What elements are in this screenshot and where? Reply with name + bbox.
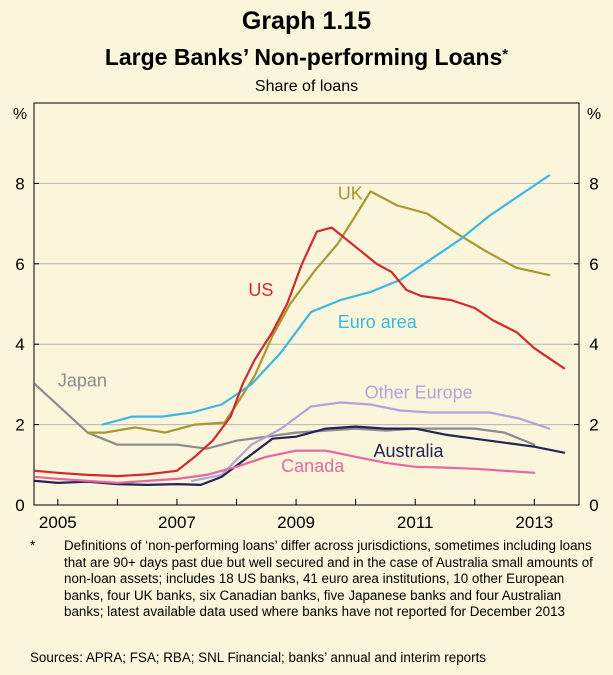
x-tick-label-2005: 2005	[39, 513, 77, 532]
series-line-japan	[34, 383, 536, 450]
footnote-text: Definitions of ‘non-performing loans’ di…	[64, 538, 593, 619]
y-unit-right: %	[587, 106, 601, 123]
graph-number: Graph 1.15	[241, 7, 372, 35]
series-line-canada	[34, 449, 536, 484]
series-label-japan: Japan	[58, 370, 107, 390]
y-tick-label-left-2: 2	[15, 416, 24, 435]
y-tick-label-right-0: 0	[589, 496, 598, 515]
x-tick-label-2007: 2007	[158, 513, 196, 532]
y-tick-label-left-0: 0	[15, 496, 24, 515]
series-label-uk: UK	[338, 183, 363, 203]
gridlines	[34, 182, 579, 426]
chart-title: Large Banks’ Non-performing Loans*	[0, 43, 613, 71]
y-tick-label-left-6: 6	[15, 255, 24, 274]
chart-title-text: Large Banks’ Non-performing Loans	[104, 44, 503, 70]
series-lines	[34, 174, 566, 486]
series-line-us	[34, 226, 566, 478]
series-line-australia	[34, 425, 566, 486]
footnote-mark: *	[30, 538, 36, 553]
series-label-other-europe: Other Europe	[365, 382, 473, 402]
axis-ticks	[34, 102, 579, 506]
y-tick-label-right-2: 2	[589, 416, 598, 435]
series-line-uk	[86, 190, 551, 434]
units-label: Share of loans	[254, 78, 359, 95]
footnote-marker: *	[502, 46, 509, 63]
series-line-euro-area	[101, 174, 551, 426]
line-chart: 2005 2007 2009 2011 2013 0 0 2 2 4 4 6 6 8 8 Japan UK Eur…	[13, 102, 601, 532]
series-label-australia: Australia	[374, 441, 445, 461]
x-tick-label-2011: 2011	[397, 513, 434, 532]
sources: Sources: APRA; FSA; RBA; SNL Financial; …	[30, 650, 486, 665]
x-tick-label-2013: 2013	[515, 513, 553, 532]
y-tick-label-right-8: 8	[589, 174, 598, 193]
y-unit-left: %	[13, 106, 27, 123]
x-tick-label-2009: 2009	[277, 513, 315, 532]
plot-frame	[33, 102, 580, 506]
series-label-us: US	[248, 280, 273, 300]
series-label-canada: Canada	[281, 456, 345, 476]
y-tick-label-left-4: 4	[15, 335, 24, 354]
y-tick-label-right-6: 6	[589, 255, 598, 274]
y-tick-label-left-8: 8	[15, 174, 24, 193]
y-tick-label-right-4: 4	[589, 335, 598, 354]
series-line-other-europe	[190, 401, 551, 482]
series-label-euro-area: Euro area	[338, 312, 418, 332]
series-labels: 2005 2007 2009 2011 2013 0 0 2 2 4 4 6 6 8 8 Japan UK Eur…	[15, 174, 598, 532]
